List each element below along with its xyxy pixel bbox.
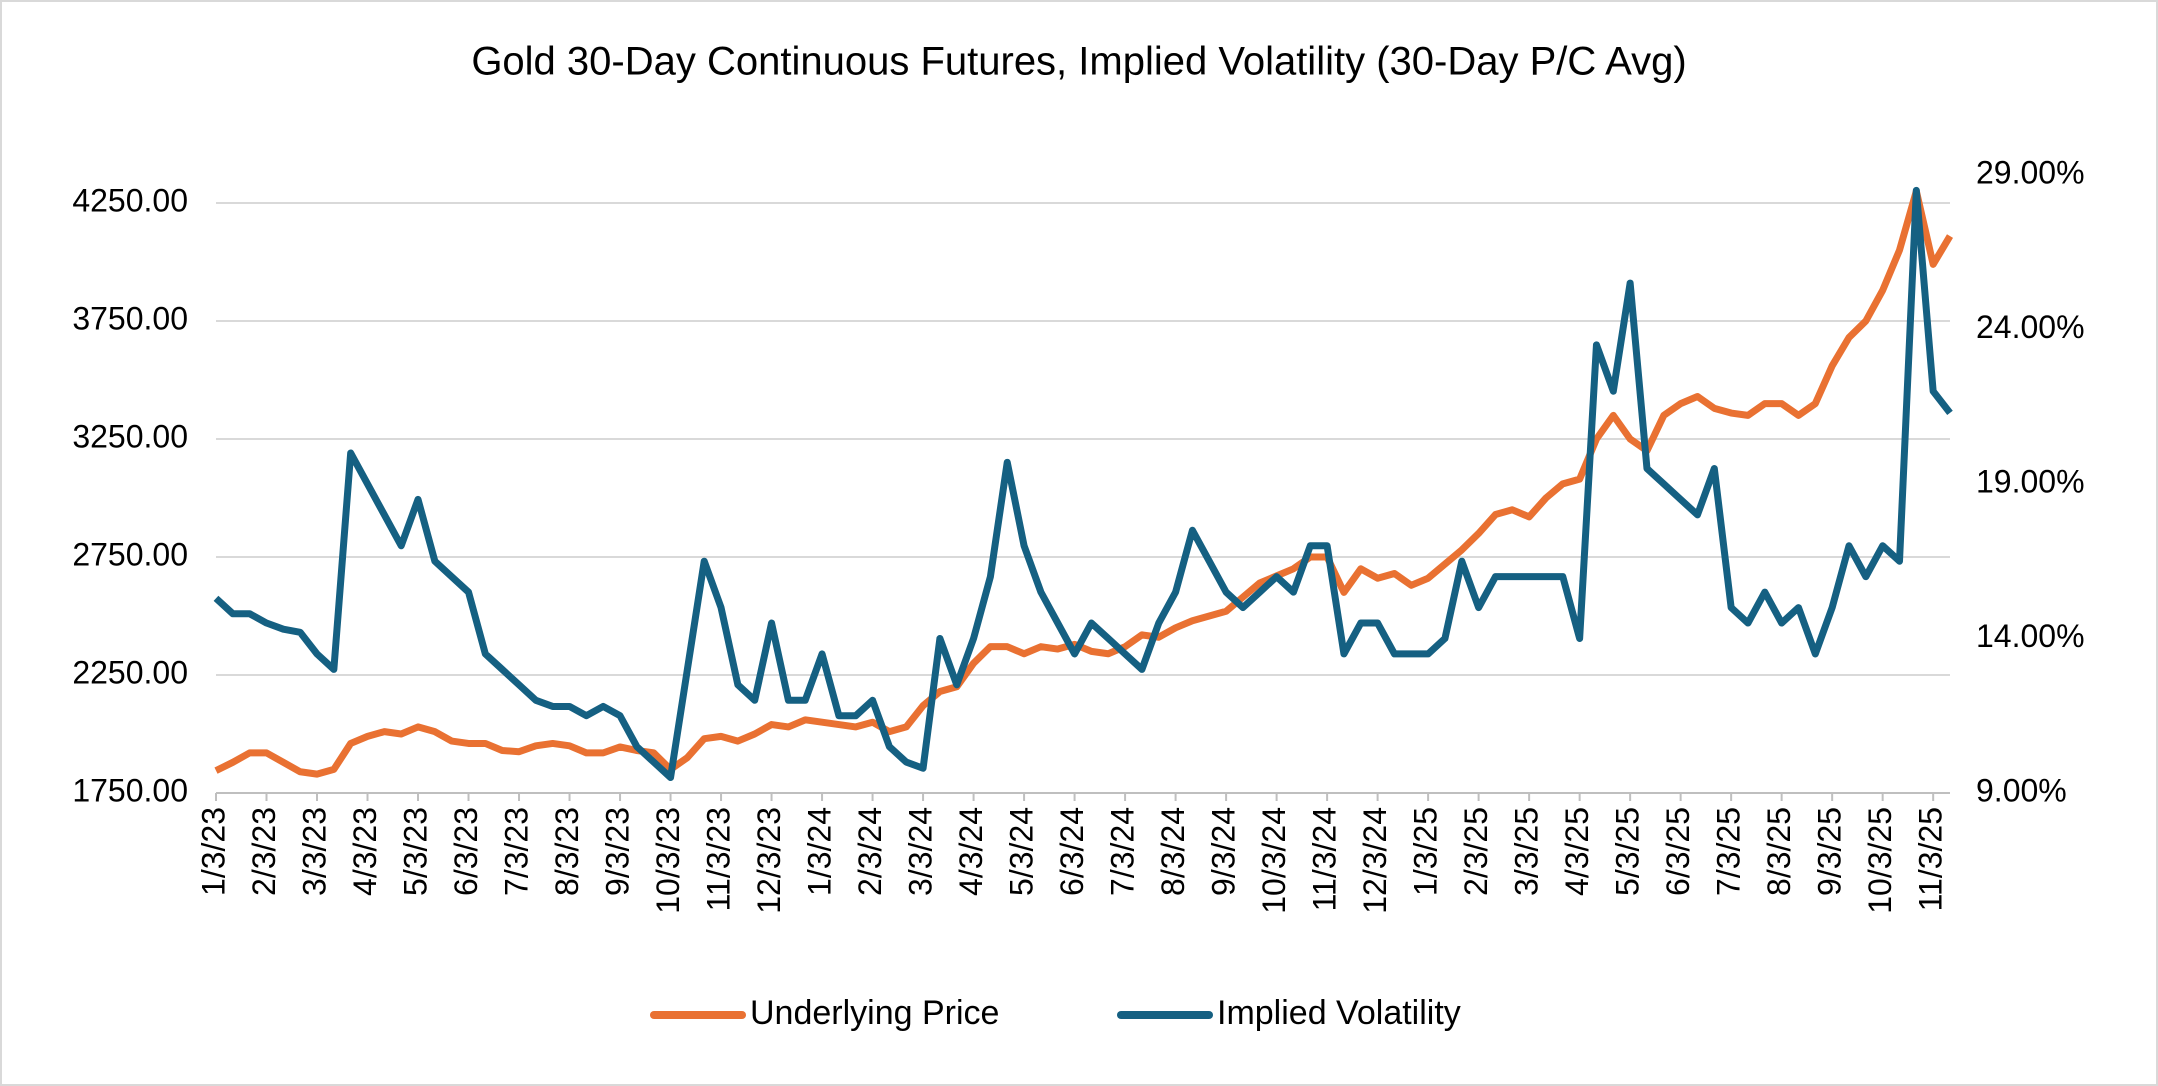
x-tick-label: 9/3/24 [1206,807,1242,896]
x-tick-label: 2/3/25 [1458,807,1494,896]
x-tick-label: 3/3/25 [1509,807,1545,896]
x-tick-label: 7/3/24 [1105,807,1141,896]
y-tick-label: 3250.00 [72,418,188,454]
x-tick-label: 10/3/24 [1256,807,1292,914]
x-tick-label: 4/3/24 [953,807,989,896]
x-tick-label: 10/3/25 [1862,807,1898,914]
y-tick-label: 2250.00 [72,654,188,690]
x-tick-label: 5/3/24 [1004,807,1040,896]
y-tick-label: 3750.00 [72,300,188,336]
x-tick-label: 9/3/25 [1812,807,1848,896]
data-line [213,186,1953,782]
y-tick-label: 1750.00 [72,772,188,808]
x-tick-label: 2/3/24 [852,807,888,896]
x-tick-label: 8/3/24 [1155,807,1191,896]
chart-title: Gold 30-Day Continuous Futures, Implied … [471,40,1686,84]
x-tick-label: 12/3/24 [1357,807,1393,914]
x-tick-label: 1/3/24 [802,807,838,896]
x-tick-label: 12/3/23 [751,807,787,914]
x-tick-label: 1/3/23 [195,807,231,896]
x-tick-label: 5/3/23 [397,807,433,896]
data-line [214,187,1954,778]
x-tick-label: 8/3/25 [1761,807,1797,896]
x-tick-label: 8/3/23 [549,807,585,896]
x-tick-label: 7/3/25 [1711,807,1747,896]
x-tick-label: 4/3/23 [347,807,383,896]
x-tick-label: 3/3/23 [296,807,332,896]
y2-tick-label: 9.00% [1976,772,2067,808]
x-tick-label: 3/3/24 [903,807,939,896]
x-tick-label: 11/3/23 [701,807,737,911]
y2-tick-label: 14.00% [1976,618,2085,654]
y2-tick-label: 19.00% [1976,463,2085,499]
x-tick-label: 7/3/23 [498,807,534,896]
x-tick-label: 6/3/25 [1660,807,1696,896]
x-tick-label: 5/3/25 [1610,807,1646,896]
legend-label: Implied Volatility [1217,994,1461,1032]
x-tick-label: 10/3/23 [650,807,686,914]
x-tick-label: 11/3/25 [1913,807,1949,911]
y2-tick-label: 24.00% [1976,309,2085,345]
x-tick-label: 9/3/23 [599,807,635,896]
legend-label: Underlying Price [750,994,999,1032]
y-tick-label: 4250.00 [72,182,188,218]
x-tick-label: 2/3/23 [246,807,282,896]
x-tick-label: 11/3/24 [1307,807,1343,911]
y-tick-label: 2750.00 [72,536,188,572]
x-tick-label: 4/3/25 [1559,807,1595,896]
x-tick-label: 6/3/23 [448,807,484,896]
x-tick-label: 6/3/24 [1054,807,1090,896]
x-tick-label: 1/3/25 [1408,807,1444,896]
y2-tick-label: 29.00% [1976,154,2085,190]
